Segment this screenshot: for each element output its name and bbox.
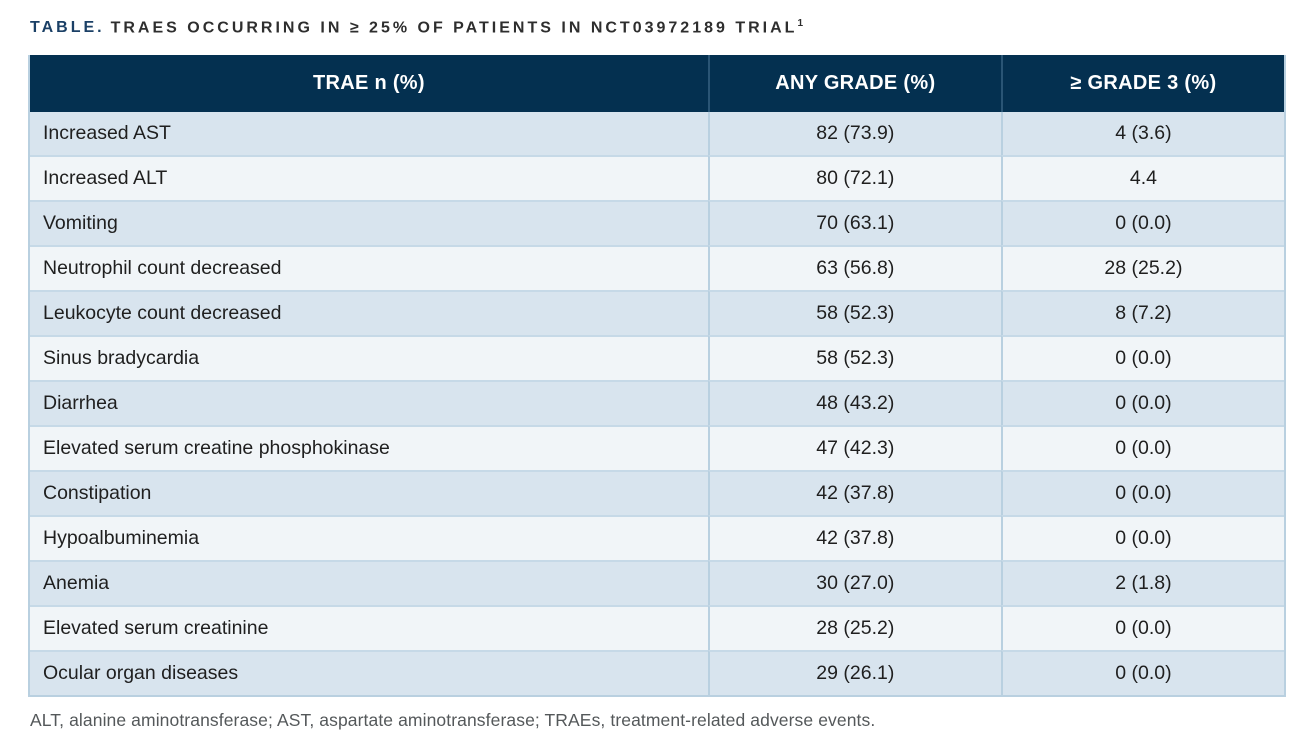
cell-trae: Hypoalbuminemia bbox=[30, 515, 708, 561]
cell-any-grade: 42 (37.8) bbox=[707, 515, 1001, 561]
cell-grade3: 0 (0.0) bbox=[1000, 650, 1284, 696]
table-row: Sinus bradycardia 58 (52.3) 0 (0.0) bbox=[30, 335, 1284, 381]
table-row: Increased AST 82 (73.9) 4 (3.6) bbox=[30, 112, 1284, 156]
table-row: Constipation 42 (37.8) 0 (0.0) bbox=[30, 470, 1284, 516]
column-header-trae: TRAE n (%) bbox=[30, 55, 708, 113]
column-header-grade3: ≥ GRADE 3 (%) bbox=[1000, 55, 1284, 113]
cell-grade3: 4.4 bbox=[1000, 155, 1284, 201]
cell-grade3: 0 (0.0) bbox=[1000, 200, 1284, 246]
cell-trae: Increased ALT bbox=[30, 155, 708, 201]
cell-trae: Diarrhea bbox=[30, 380, 708, 426]
cell-any-grade: 47 (42.3) bbox=[707, 425, 1001, 471]
footnote-reference-superscript: 1 bbox=[797, 18, 804, 29]
cell-any-grade: 58 (52.3) bbox=[707, 335, 1001, 381]
table-row: Neutrophil count decreased 63 (56.8) 28 … bbox=[30, 245, 1284, 291]
cell-any-grade: 82 (73.9) bbox=[707, 112, 1001, 156]
cell-grade3: 0 (0.0) bbox=[1000, 515, 1284, 561]
table-row: Vomiting 70 (63.1) 0 (0.0) bbox=[30, 200, 1284, 246]
cell-trae: Ocular organ diseases bbox=[30, 650, 708, 696]
cell-grade3: 0 (0.0) bbox=[1000, 605, 1284, 651]
header-row: TRAE n (%) ANY GRADE (%) ≥ GRADE 3 (%) bbox=[30, 55, 1284, 113]
cell-any-grade: 28 (25.2) bbox=[707, 605, 1001, 651]
cell-trae: Elevated serum creatinine bbox=[30, 605, 708, 651]
table-row: Anemia 30 (27.0) 2 (1.8) bbox=[30, 560, 1284, 606]
table-row: Hypoalbuminemia 42 (37.8) 0 (0.0) bbox=[30, 515, 1284, 561]
cell-grade3: 28 (25.2) bbox=[1000, 245, 1284, 291]
cell-grade3: 0 (0.0) bbox=[1000, 425, 1284, 471]
cell-any-grade: 63 (56.8) bbox=[707, 245, 1001, 291]
cell-grade3: 4 (3.6) bbox=[1000, 112, 1284, 156]
table-row: Elevated serum creatine phosphokinase 47… bbox=[30, 425, 1284, 471]
cell-any-grade: 80 (72.1) bbox=[707, 155, 1001, 201]
table-row: Elevated serum creatinine 28 (25.2) 0 (0… bbox=[30, 605, 1284, 651]
column-header-any-grade: ANY GRADE (%) bbox=[707, 55, 1001, 113]
cell-any-grade: 42 (37.8) bbox=[707, 470, 1001, 516]
table-label: TABLE. bbox=[30, 19, 105, 37]
traes-table: TRAE n (%) ANY GRADE (%) ≥ GRADE 3 (%) I… bbox=[28, 55, 1286, 698]
page-title: TABLE. TRAES OCCURRING IN ≥ 25% OF PATIEN… bbox=[30, 18, 1286, 37]
cell-trae: Anemia bbox=[30, 560, 708, 606]
table-row: Ocular organ diseases 29 (26.1) 0 (0.0) bbox=[30, 650, 1284, 696]
cell-any-grade: 30 (27.0) bbox=[707, 560, 1001, 606]
abbreviations-footnote: ALT, alanine aminotransferase; AST, aspa… bbox=[30, 710, 876, 731]
table-title-text: TRAES OCCURRING IN ≥ 25% OF PATIENTS IN … bbox=[110, 19, 798, 37]
cell-trae: Vomiting bbox=[30, 200, 708, 246]
cell-trae: Increased AST bbox=[30, 112, 708, 156]
cell-any-grade: 58 (52.3) bbox=[707, 290, 1001, 336]
cell-trae: Constipation bbox=[30, 470, 708, 516]
cell-trae: Leukocyte count decreased bbox=[30, 290, 708, 336]
cell-grade3: 2 (1.8) bbox=[1000, 560, 1284, 606]
cell-any-grade: 48 (43.2) bbox=[707, 380, 1001, 426]
table-body: Increased AST 82 (73.9) 4 (3.6) Increase… bbox=[30, 112, 1284, 696]
cell-any-grade: 70 (63.1) bbox=[707, 200, 1001, 246]
cell-grade3: 0 (0.0) bbox=[1000, 380, 1284, 426]
cell-trae: Elevated serum creatine phosphokinase bbox=[30, 425, 708, 471]
table-header: TRAE n (%) ANY GRADE (%) ≥ GRADE 3 (%) bbox=[30, 55, 1284, 113]
table-row: Diarrhea 48 (43.2) 0 (0.0) bbox=[30, 380, 1284, 426]
table-row: Increased ALT 80 (72.1) 4.4 bbox=[30, 155, 1284, 201]
cell-trae: Sinus bradycardia bbox=[30, 335, 708, 381]
cell-trae: Neutrophil count decreased bbox=[30, 245, 708, 291]
cell-grade3: 8 (7.2) bbox=[1000, 290, 1284, 336]
cell-any-grade: 29 (26.1) bbox=[707, 650, 1001, 696]
table-row: Leukocyte count decreased 58 (52.3) 8 (7… bbox=[30, 290, 1284, 336]
cell-grade3: 0 (0.0) bbox=[1000, 470, 1284, 516]
cell-grade3: 0 (0.0) bbox=[1000, 335, 1284, 381]
